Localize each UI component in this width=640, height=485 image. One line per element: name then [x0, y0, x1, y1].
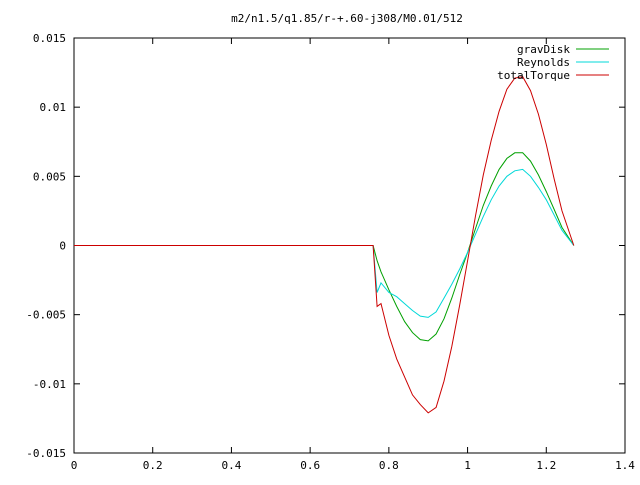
x-tick-label: 0.4: [221, 459, 241, 472]
chart-title: m2/n1.5/q1.85/r-+.60-j308/M0.01/512: [231, 12, 463, 25]
y-tick-label: -0.005: [26, 309, 66, 322]
series-line-Reynolds: [74, 168, 575, 318]
x-tick-label: 1.2: [536, 459, 556, 472]
x-tick-label: 0.8: [379, 459, 399, 472]
x-tick-label: 0: [71, 459, 78, 472]
x-tick-label: 0.2: [143, 459, 163, 472]
x-tick-label: 1: [464, 459, 471, 472]
x-tick-label: 1.4: [615, 459, 635, 472]
series-line-totalTorque: [74, 76, 575, 414]
legend-label: Reynolds: [517, 56, 570, 69]
y-tick-label: 0.015: [33, 32, 66, 45]
y-tick-label: -0.01: [33, 378, 66, 391]
y-tick-label: -0.015: [26, 447, 66, 460]
y-tick-label: 0: [59, 240, 66, 253]
axis-ticks: 0 0.2 0.4 0.6 0.8 1 1.2 1.4 -0.015 -0.01 -0.005 0 0.…: [26, 32, 635, 472]
legend-label: gravDisk: [517, 43, 570, 56]
series-line-gravDisk: [74, 152, 575, 342]
series-lines: [74, 76, 575, 414]
y-tick-label: 0.01: [40, 101, 67, 114]
y-tick-label: 0.005: [33, 170, 66, 183]
legend-label: totalTorque: [497, 69, 570, 82]
x-tick-label: 0.6: [300, 459, 320, 472]
